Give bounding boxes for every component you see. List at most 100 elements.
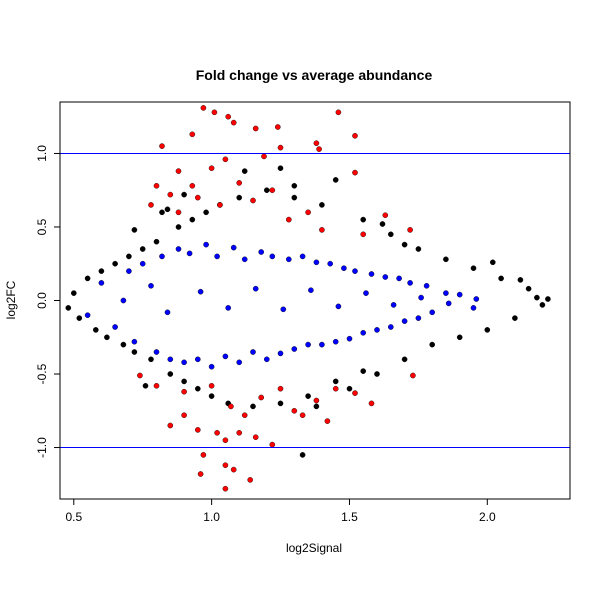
data-point bbox=[203, 209, 209, 216]
data-point bbox=[142, 382, 149, 389]
x-tick-label: 0.5 bbox=[65, 510, 82, 524]
data-point bbox=[214, 429, 220, 436]
data-point bbox=[443, 256, 449, 263]
y-axis-label: log2FC bbox=[4, 280, 18, 319]
data-point bbox=[274, 124, 281, 130]
data-point bbox=[324, 418, 331, 424]
data-point bbox=[189, 131, 196, 138]
data-point bbox=[200, 105, 207, 111]
data-point bbox=[319, 227, 325, 233]
data-point bbox=[208, 382, 215, 389]
data-point bbox=[291, 182, 298, 189]
data-point bbox=[277, 400, 284, 407]
data-point bbox=[167, 191, 174, 198]
data-point bbox=[258, 249, 265, 255]
data-point bbox=[368, 271, 375, 277]
data-point bbox=[236, 359, 242, 366]
data-point bbox=[305, 341, 311, 348]
data-point bbox=[360, 231, 367, 238]
data-point bbox=[291, 194, 298, 201]
y-tick-label: 0.0 bbox=[35, 292, 49, 309]
data-point bbox=[319, 202, 325, 208]
data-point bbox=[241, 256, 248, 263]
data-point bbox=[164, 309, 171, 316]
data-point bbox=[484, 327, 491, 333]
data-point bbox=[139, 246, 146, 252]
data-point bbox=[217, 202, 223, 208]
data-point bbox=[341, 265, 347, 272]
data-point bbox=[470, 305, 477, 311]
data-point bbox=[407, 227, 413, 233]
data-point bbox=[148, 282, 154, 289]
data-point bbox=[363, 290, 369, 296]
data-point bbox=[261, 153, 267, 160]
data-point bbox=[84, 275, 91, 282]
data-point bbox=[332, 177, 339, 183]
data-point bbox=[277, 165, 284, 171]
data-point bbox=[299, 452, 306, 458]
data-point bbox=[258, 394, 265, 401]
data-point bbox=[313, 397, 320, 404]
data-point bbox=[382, 274, 389, 280]
data-point bbox=[104, 334, 110, 341]
data-point bbox=[250, 197, 256, 204]
y-tick-label: 0.5 bbox=[35, 218, 49, 235]
data-point bbox=[445, 300, 452, 307]
data-point bbox=[225, 113, 231, 120]
data-point bbox=[120, 297, 127, 304]
data-point bbox=[159, 143, 165, 149]
data-point bbox=[335, 109, 342, 116]
data-point bbox=[382, 212, 389, 218]
data-point bbox=[120, 341, 127, 348]
data-point bbox=[352, 390, 358, 396]
data-point bbox=[285, 216, 292, 223]
data-point bbox=[277, 144, 284, 151]
data-point bbox=[534, 294, 540, 301]
data-point bbox=[401, 356, 408, 363]
data-point bbox=[277, 350, 284, 357]
data-point bbox=[167, 371, 174, 377]
data-point bbox=[197, 471, 204, 477]
data-point bbox=[387, 324, 394, 330]
data-point bbox=[313, 403, 320, 410]
reference-lines bbox=[60, 152, 570, 449]
data-point bbox=[211, 109, 218, 116]
data-point bbox=[247, 477, 253, 483]
data-point bbox=[230, 244, 237, 251]
y-tick-label: -0.5 bbox=[35, 363, 49, 384]
data-point bbox=[299, 412, 306, 419]
data-point bbox=[236, 180, 242, 186]
data-point bbox=[252, 285, 259, 292]
data-point bbox=[93, 327, 99, 333]
data-point bbox=[71, 290, 77, 296]
data-point bbox=[126, 268, 132, 274]
data-point bbox=[222, 156, 229, 163]
data-point bbox=[374, 327, 380, 333]
data-point bbox=[98, 280, 105, 286]
data-point bbox=[175, 246, 182, 252]
data-point bbox=[305, 209, 311, 216]
data-point bbox=[194, 385, 201, 392]
data-point bbox=[131, 227, 138, 233]
data-point bbox=[84, 312, 91, 319]
data-point bbox=[222, 485, 229, 492]
y-axis: -1.0 -0.5 0.0 0.5 1.0 bbox=[35, 145, 61, 458]
data-point bbox=[194, 356, 201, 363]
data-point bbox=[148, 202, 154, 208]
data-point bbox=[332, 378, 339, 385]
data-point bbox=[291, 407, 298, 414]
data-point bbox=[396, 275, 402, 282]
data-point bbox=[352, 268, 358, 274]
data-point bbox=[456, 291, 463, 298]
data-point bbox=[456, 334, 463, 341]
data-point bbox=[299, 253, 306, 260]
data-point bbox=[200, 452, 207, 458]
data-point bbox=[332, 385, 339, 392]
x-tick-label: 2.0 bbox=[479, 510, 496, 524]
data-point bbox=[175, 168, 182, 174]
data-point bbox=[291, 346, 298, 352]
data-point bbox=[153, 382, 160, 389]
data-point bbox=[153, 182, 160, 189]
data-point bbox=[525, 285, 532, 292]
x-tick-label: 1.0 bbox=[203, 510, 220, 524]
